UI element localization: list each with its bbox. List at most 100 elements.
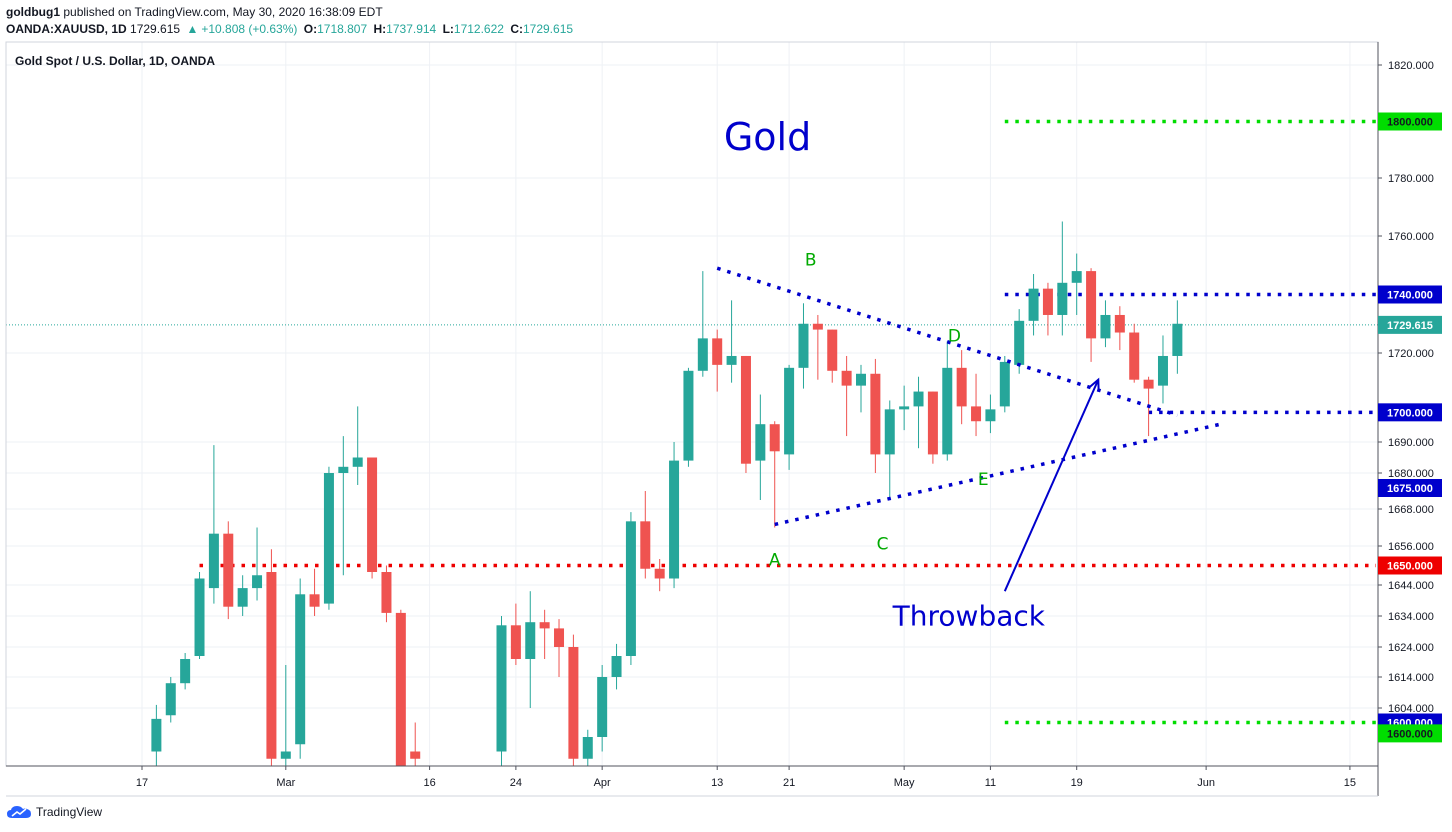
low-value: 1712.622 [453, 22, 504, 36]
price-tag-label: 1700.000 [1387, 407, 1433, 419]
chart-canvas[interactable]: Gold Spot / U.S. Dollar, 1D, OANDA Gold B… [0, 0, 1452, 800]
axes: 1820.000 1780.000 1760.000 1720.000 1690.000… [5, 41, 1434, 797]
candle-body [395, 612, 406, 766]
candle-body [165, 683, 176, 716]
candle-body [999, 361, 1010, 407]
open-label: O: [303, 22, 318, 36]
price-tag-label: 1740.000 [1387, 290, 1433, 302]
candle-body [712, 338, 723, 365]
candle-body [381, 572, 392, 613]
price-tag [1378, 556, 1442, 575]
candle-body [525, 622, 536, 659]
annotation-label: D [948, 326, 961, 346]
up-triangle-icon: ▲ [186, 22, 199, 36]
price-change: +10.808 (+0.63%) [201, 22, 298, 36]
price-tag [1378, 285, 1442, 304]
candle-body [1071, 271, 1082, 283]
candle-body [798, 323, 809, 368]
candle-body [1086, 271, 1097, 339]
throwback-arrow [1003, 379, 1100, 592]
candle-body [1014, 320, 1025, 365]
throwback-arrowhead [1088, 377, 1100, 392]
close-value: 1729.615 [522, 22, 574, 36]
x-tick-label: 16 [423, 777, 435, 789]
tradingview-brand[interactable]: TradingView [36, 805, 103, 819]
candle-body [784, 367, 795, 455]
price-tag-label: 1729.615 [1387, 320, 1433, 332]
candle-body [956, 367, 967, 407]
x-tick-label: Apr [594, 777, 611, 789]
candle-body [352, 457, 363, 467]
candle-body [1157, 355, 1168, 386]
candle-body [812, 323, 823, 330]
x-tick-label: 15 [1344, 777, 1356, 789]
price-tag [1378, 315, 1442, 334]
candle-body [827, 329, 838, 371]
price-tag-label: 1800.000 [1387, 117, 1433, 129]
candle-body [669, 460, 680, 579]
candle-body [1172, 323, 1183, 356]
candle-body [496, 625, 507, 752]
annotations: Gold B D E C A Throwback [724, 115, 1100, 632]
grid [6, 42, 1378, 766]
candle-body [625, 521, 636, 656]
annotation-label: C [877, 534, 889, 554]
candle-body [1100, 314, 1111, 339]
candle-body [367, 457, 378, 572]
candle-body [237, 588, 248, 607]
candle-body [568, 647, 579, 759]
low-label: L: [442, 22, 454, 36]
annotation-label: Gold [724, 115, 811, 159]
price-tag [1378, 479, 1442, 497]
trendline [774, 422, 1221, 527]
candle-body [252, 575, 263, 589]
y-tick-label: 1656.000 [1388, 541, 1434, 553]
price-tag [1378, 112, 1442, 131]
annotation-label: Throwback [892, 599, 1046, 632]
chart-header: goldbug1 published on TradingView.com, M… [6, 4, 576, 38]
x-tick-label: May [894, 777, 915, 789]
chart-title: Gold Spot / U.S. Dollar, 1D, OANDA [15, 54, 215, 68]
x-tick-label: 19 [1071, 777, 1083, 789]
candle-body [323, 473, 334, 604]
y-tick-label: 1680.000 [1388, 468, 1434, 480]
y-tick-label: 1604.000 [1388, 703, 1434, 715]
candle-body [1042, 288, 1053, 315]
candle-body [856, 373, 866, 386]
candle-body [683, 370, 694, 461]
x-tick-label: Mar [276, 777, 295, 789]
candle-body [295, 594, 306, 745]
candle-body [1129, 332, 1140, 380]
candle-body [740, 355, 751, 464]
price-tag [1378, 403, 1442, 422]
y-tick-label: 1624.000 [1388, 642, 1434, 654]
symbol-label[interactable]: OANDA:XAUUSD, 1D [6, 22, 127, 36]
candle-body [410, 751, 421, 759]
candle-body [611, 656, 622, 677]
candle-body [1028, 288, 1039, 321]
candle-body [654, 568, 665, 579]
candle-body [280, 751, 291, 759]
x-tick-label: 21 [783, 777, 795, 789]
y-tick-label: 1668.000 [1388, 504, 1434, 516]
candles [151, 221, 1183, 766]
y-tick-label: 1780.000 [1388, 173, 1434, 185]
trendline [716, 266, 1178, 417]
candle-body [597, 677, 608, 737]
tradingview-cloud-icon [7, 806, 31, 818]
high-value: 1737.914 [386, 22, 437, 36]
x-tick-label: 13 [711, 777, 723, 789]
published-text: published on TradingView.com, May 30, 20… [63, 5, 383, 19]
candle-body [884, 409, 895, 455]
candle-body [769, 424, 780, 452]
y-tick-label: 1720.000 [1388, 348, 1434, 360]
publisher-name[interactable]: goldbug1 [6, 5, 60, 19]
candle-body [697, 338, 708, 371]
candle-body [1057, 282, 1068, 315]
y-tick-label: 1644.000 [1388, 580, 1434, 592]
y-tick-label: 1820.000 [1388, 60, 1434, 72]
ohlc-line: OANDA:XAUUSD, 1D 1729.615 ▲ +10.808 (+0.6… [6, 21, 576, 38]
candle-body [338, 466, 349, 473]
candle-body [726, 355, 737, 365]
x-tick-label: Jun [1197, 777, 1215, 789]
